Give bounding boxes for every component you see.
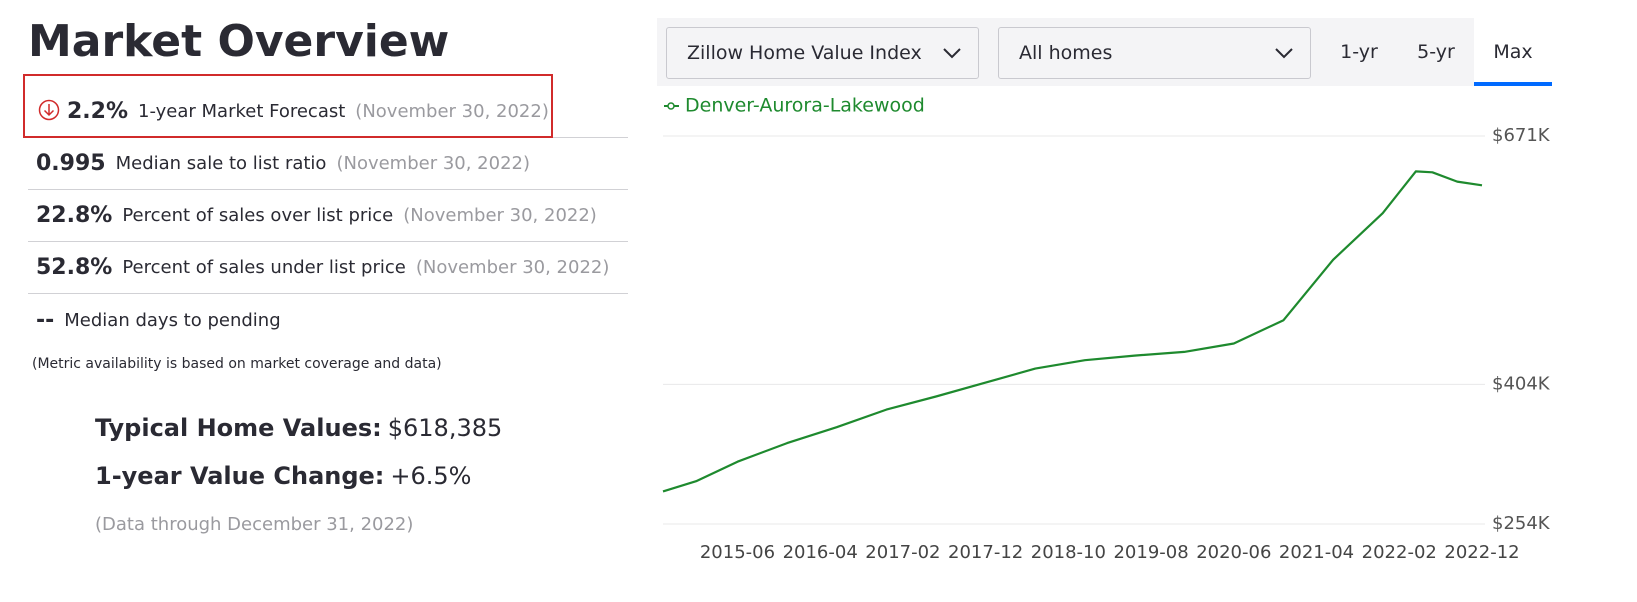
- metric-value: 2.2%: [67, 99, 129, 124]
- highlight-box: [23, 74, 553, 138]
- metric-date: (November 30, 2022): [355, 101, 549, 122]
- x-tick-label: 2019-08: [1113, 542, 1188, 563]
- metric-row: 0.995 Median sale to list ratio (November …: [28, 138, 628, 190]
- x-tick-label: 2017-02: [865, 542, 940, 563]
- chart-controls: Zillow Home Value Index All homes 1-yr 5-…: [657, 18, 1552, 86]
- metric-value: 22.8%: [36, 203, 113, 228]
- metric-label: 1-year Market Forecast: [138, 101, 346, 122]
- x-tick-label: 2016-04: [783, 542, 858, 563]
- home-type-select[interactable]: All homes: [998, 27, 1311, 79]
- metric-row: -- Median days to pending: [28, 294, 628, 346]
- y-tick-label: $404K: [1492, 373, 1551, 394]
- metric-date: (November 30, 2022): [336, 153, 531, 174]
- label: Typical Home Values:: [95, 414, 382, 442]
- y-tick-label: $254K: [1492, 513, 1551, 534]
- typical-home-values: Typical Home Values: $618,385: [95, 414, 502, 442]
- y-tick-label: $671K: [1492, 125, 1551, 146]
- chevron: [1275, 48, 1293, 59]
- x-tick-label: 2017-12: [948, 542, 1023, 563]
- x-tick-label: 2015-06: [700, 542, 775, 563]
- metric-value: 0.995: [36, 151, 106, 176]
- legend-marker: [667, 102, 675, 110]
- range-tab[interactable]: Max: [1474, 18, 1552, 86]
- metric-label: Median days to pending: [64, 309, 281, 331]
- x-tick-label: 2020-06: [1196, 542, 1271, 563]
- x-tick-label: 2018-10: [1031, 542, 1106, 563]
- metric-label: Percent of sales over list price: [122, 205, 394, 226]
- metric-value: --: [36, 307, 55, 333]
- metric-value: 52.8%: [36, 255, 113, 280]
- label: 1-year Value Change:: [95, 462, 385, 490]
- legend-label: Denver-Aurora-Lakewood: [685, 95, 925, 117]
- metric-row: 52.8% Percent of sales under list price (N…: [28, 242, 628, 294]
- line-series: [662, 170, 1483, 493]
- x-tick-label: 2021-04: [1279, 542, 1354, 563]
- range-tab[interactable]: 1-yr: [1340, 41, 1378, 63]
- down-arrow-icon: [38, 99, 60, 121]
- select-text: All homes: [1019, 42, 1113, 64]
- metric-label: Percent of sales under list price: [122, 257, 406, 278]
- range-tab[interactable]: 5-yr: [1417, 41, 1455, 63]
- select-text: Zillow Home Value Index: [687, 42, 922, 64]
- value: $618,385: [387, 414, 503, 442]
- value-change: 1-year Value Change: +6.5%: [95, 462, 472, 490]
- x-tick-label: 2022-02: [1362, 542, 1437, 563]
- note: (Metric availability is based on market …: [32, 356, 442, 372]
- metric-row: 22.8% Percent of sales over list price (No…: [28, 190, 628, 242]
- data-through: (Data through December 31, 2022): [95, 514, 414, 535]
- value: +6.5%: [390, 462, 472, 490]
- metric-date: (November 30, 2022): [415, 257, 610, 278]
- chevron: [943, 48, 961, 59]
- x-tick-label: 2022-12: [1444, 542, 1519, 563]
- page-title: Market Overview: [28, 16, 450, 67]
- metric-date: (November 30, 2022): [403, 205, 597, 226]
- index-select[interactable]: Zillow Home Value Index: [666, 27, 979, 79]
- metric-label: Median sale to list ratio: [115, 153, 327, 174]
